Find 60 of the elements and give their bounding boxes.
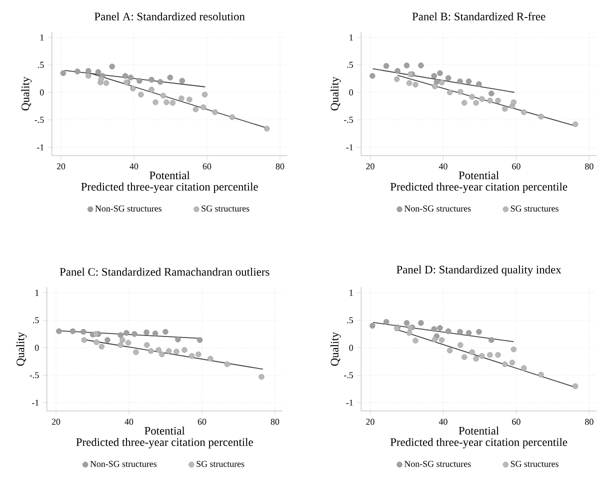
y-tick-label: -.5 [34,116,44,123]
y-tick-label: -.5 [30,372,39,378]
y-axis-title: Quality [16,332,27,366]
legend-label: SG structures [202,206,250,212]
x-tick-label: 60 [512,418,520,425]
x-tick-label: 20 [366,418,374,425]
legend-label: Non-SG structures [404,461,471,468]
legend-label: Non-SG structures [90,461,157,468]
y-tick-label: .5 [38,62,44,68]
x-tick-label: 40 [124,418,134,425]
y-axis-title: Quality [330,332,341,366]
legend-label: SG structures [196,461,244,468]
x-tick-label: 60 [198,418,206,425]
y-tick-label: -1 [346,144,353,150]
chart-title: Panel D: Standardized quality index [396,266,562,276]
x-axis-title: Potential [150,171,190,180]
y-tick-label: -1 [346,400,353,406]
x-tick-label: 20 [52,418,60,425]
y-tick-label: 0 [349,344,354,351]
legend-label: SG structures [510,461,558,468]
chart-title: Panel B: Standardized R-free [412,12,546,21]
chart-title: Panel A: Standardized resolution [94,12,245,21]
y-tick-label: 1 [350,34,353,40]
y-tick-label: .5 [347,62,354,68]
x-tick-label: 80 [585,163,594,170]
x-tick-label: 80 [585,418,594,425]
y-tick-label: 1 [35,290,39,296]
text: Predicted three-year citation percentile [81,182,258,194]
y-tick-label: .5 [347,317,354,324]
y-tick-label: 1 [350,290,353,296]
legend-label: SG structures [510,206,558,212]
x-tick-label: 60 [512,163,520,170]
y-axis-title: Quality [21,76,32,111]
legend-label: Non-SG structures [95,206,162,212]
text: Predicted three-year citation percentile [390,182,568,194]
x-axis-title: Potential [458,426,499,435]
x-tick-label: 20 [366,163,374,170]
chart-title: Panel C: Standardized Ramachandran outliers [60,268,270,276]
x-tick-label: 40 [438,418,448,425]
y-tick-label: 0 [349,89,354,96]
y-tick-label: -.5 [344,116,354,123]
y-axis-title: Quality [330,76,341,111]
y-tick-label: 1 [40,34,44,40]
x-tick-label: 20 [56,163,66,170]
y-tick-label: -1 [36,144,44,150]
legend-label: Non-SG structures [404,206,471,212]
x-axis-title: Potential [458,171,499,180]
x-tick-label: 80 [270,418,280,425]
x-tick-label: 40 [130,163,138,170]
y-tick-label: -1 [32,400,39,406]
y-tick-label: .5 [33,317,39,324]
x-tick-label: 60 [202,163,212,170]
y-tick-label: 0 [40,89,44,96]
y-tick-label: -.5 [344,372,354,378]
y-tick-label: 0 [35,344,39,351]
x-tick-label: 80 [276,163,284,170]
text: Predicted three-year citation percentile [76,438,253,448]
x-tick-label: 40 [438,163,448,170]
x-axis-title: Potential [144,426,185,435]
text: Predicted three-year citation percentile [390,438,568,448]
